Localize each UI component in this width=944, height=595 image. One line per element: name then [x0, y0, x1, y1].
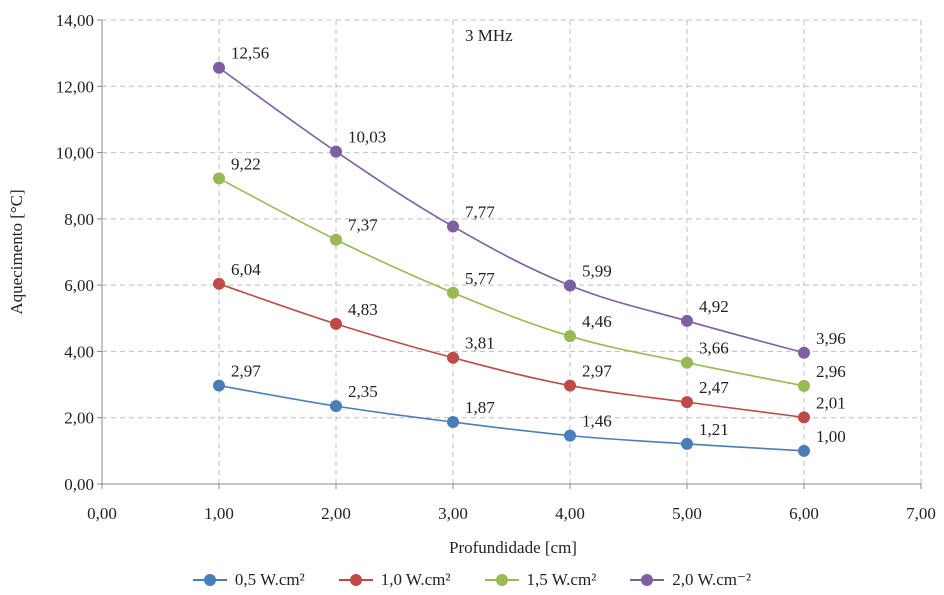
data-label: 4,92	[699, 297, 729, 316]
data-label: 5,77	[465, 269, 495, 288]
x-tick-label: 6,00	[789, 504, 819, 523]
data-label: 1,46	[582, 412, 612, 431]
series-line-1	[218, 384, 805, 452]
data-point	[798, 411, 810, 424]
data-label: 7,77	[465, 202, 495, 221]
legend-label: 1,0 W.cm²	[380, 570, 451, 589]
data-points	[213, 61, 810, 457]
y-tick-label: 0,00	[64, 475, 94, 494]
legend-swatch	[192, 573, 227, 587]
data-label: 1,21	[699, 420, 729, 439]
data-point	[681, 314, 693, 327]
data-label: 12,56	[231, 44, 269, 63]
data-point	[213, 277, 225, 290]
y-tick-label: 2,00	[64, 409, 94, 428]
data-point	[330, 400, 342, 413]
data-point	[798, 444, 810, 457]
data-labels: 2,97 2,35 1,87 1,46 1,21 1,00 6,04 4,83 3,81 2,97…	[231, 44, 846, 446]
data-point	[330, 233, 342, 246]
data-point	[447, 416, 459, 429]
data-point	[681, 356, 693, 369]
data-point	[330, 145, 342, 158]
data-point	[213, 379, 225, 392]
x-tick-label: 0,00	[87, 504, 117, 523]
legend-item: 0,5 W.cm²	[192, 570, 305, 590]
x-tick-label: 3,00	[438, 504, 468, 523]
x-axis-title: Profundidade [cm]	[449, 538, 577, 557]
data-label: 6,04	[231, 260, 261, 279]
y-axis-title: Aquecimento [°C]	[7, 189, 26, 314]
data-point	[213, 61, 225, 74]
gridlines	[102, 19, 922, 484]
data-point	[798, 346, 810, 359]
y-tick-label: 12,00	[56, 77, 94, 96]
legend-label: 2,0 W.cm⁻²	[672, 570, 752, 589]
data-label: 2,47	[699, 378, 729, 397]
data-label: 2,35	[348, 382, 378, 401]
data-point	[564, 279, 576, 292]
frequency-annotation: 3 MHz	[465, 26, 513, 45]
legend-label: 0,5 W.cm²	[234, 570, 305, 589]
line-chart: 0,00 2,00 4,00 6,00 8,00 10,00 12,00 14,00 0,00…	[7, 11, 936, 557]
legend-swatch	[484, 573, 519, 587]
x-tick-label: 1,00	[204, 504, 234, 523]
x-tick-labels: 0,00 1,00 2,00 3,00 4,00 5,00 6,00 7,00	[87, 504, 936, 523]
data-label: 2,97	[582, 362, 612, 381]
legend-item: 1,5 W.cm²	[484, 570, 597, 590]
y-tick-label: 10,00	[56, 144, 94, 163]
y-tick-label: 4,00	[64, 342, 94, 361]
data-label: 4,83	[348, 300, 378, 319]
data-point	[564, 330, 576, 343]
legend-label: 1,5 W.cm²	[526, 570, 597, 589]
data-point	[564, 429, 576, 442]
data-point	[447, 220, 459, 233]
data-label: 3,66	[699, 339, 729, 358]
legend-swatch	[630, 573, 665, 587]
y-tick-labels: 0,00 2,00 4,00 6,00 8,00 10,00 12,00 14,00	[56, 11, 94, 494]
data-point	[681, 396, 693, 409]
series-line-2	[218, 283, 805, 419]
data-point	[330, 317, 342, 330]
data-label: 2,97	[231, 362, 261, 381]
legend: 0,5 W.cm² 1,0 W.cm² 1,5 W.cm² 2,0 W.cm⁻²	[0, 568, 944, 592]
x-tick-label: 7,00	[906, 504, 936, 523]
data-label: 7,37	[348, 216, 378, 235]
data-label: 9,22	[231, 154, 261, 173]
legend-swatch-dot	[641, 574, 654, 586]
x-tick-label: 5,00	[672, 504, 702, 523]
legend-item: 1,0 W.cm²	[338, 570, 451, 590]
data-label: 4,46	[582, 312, 612, 331]
series-line-3	[218, 177, 805, 387]
data-point	[213, 172, 225, 185]
axes	[97, 19, 922, 489]
data-label: 3,81	[465, 334, 495, 353]
data-point	[564, 379, 576, 392]
legend-swatch-dot	[495, 574, 508, 586]
data-label: 2,01	[816, 393, 846, 412]
data-label: 10,03	[348, 128, 386, 147]
series-lines	[218, 67, 805, 452]
data-label: 1,00	[816, 427, 846, 446]
data-point	[681, 437, 693, 450]
x-tick-label: 4,00	[555, 504, 585, 523]
legend-item: 2,0 W.cm⁻²	[630, 570, 751, 590]
data-label: 3,96	[816, 329, 846, 348]
y-tick-label: 6,00	[64, 276, 94, 295]
y-tick-label: 8,00	[64, 210, 94, 229]
legend-swatch	[338, 573, 373, 587]
data-label: 1,87	[465, 398, 495, 417]
y-tick-label: 14,00	[56, 11, 94, 30]
data-point	[447, 351, 459, 364]
legend-swatch-dot	[349, 574, 362, 586]
data-point	[798, 379, 810, 392]
series-line-4	[218, 67, 805, 354]
legend-swatch-dot	[203, 574, 216, 586]
x-tick-label: 2,00	[321, 504, 351, 523]
data-label: 2,96	[816, 362, 846, 381]
data-label: 5,99	[582, 261, 612, 280]
data-point	[447, 286, 459, 299]
